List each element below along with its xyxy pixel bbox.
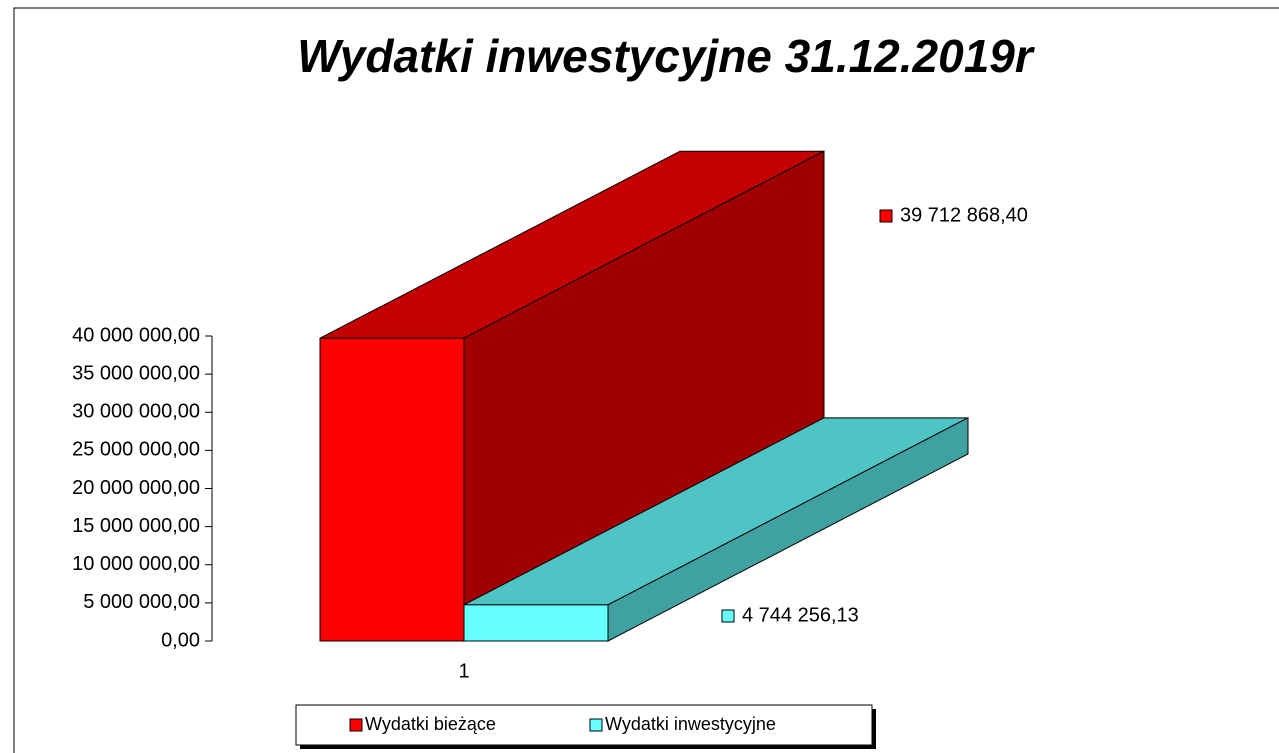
chart-title: Wydatki inwestycyjne 31.12.2019r	[297, 30, 1035, 82]
legend-label: Wydatki bieżące	[365, 714, 496, 734]
value-label: 39 712 868,40	[900, 204, 1028, 226]
y-tick-label: 30 000 000,00	[72, 401, 200, 423]
x-tick-label: 1	[458, 660, 469, 682]
y-tick-label: 35 000 000,00	[72, 362, 200, 384]
y-tick-label: 15 000 000,00	[72, 515, 200, 537]
value-label: 4 744 256,13	[742, 604, 859, 626]
legend-label: Wydatki inwestycyjne	[605, 714, 776, 734]
y-tick-label: 20 000 000,00	[72, 477, 200, 499]
y-tick-label: 40 000 000,00	[72, 324, 200, 346]
y-tick-label: 0,00	[161, 629, 200, 651]
legend	[295, 704, 873, 746]
bar	[463, 604, 609, 642]
y-tick-label: 25 000 000,00	[72, 439, 200, 461]
value-label-swatch	[721, 609, 735, 623]
y-tick-label: 10 000 000,00	[72, 553, 200, 575]
legend-swatch	[349, 718, 363, 732]
legend-swatch	[589, 718, 603, 732]
y-tick-label: 5 000 000,00	[83, 591, 200, 613]
value-label-swatch	[879, 209, 893, 223]
bar	[319, 337, 465, 642]
